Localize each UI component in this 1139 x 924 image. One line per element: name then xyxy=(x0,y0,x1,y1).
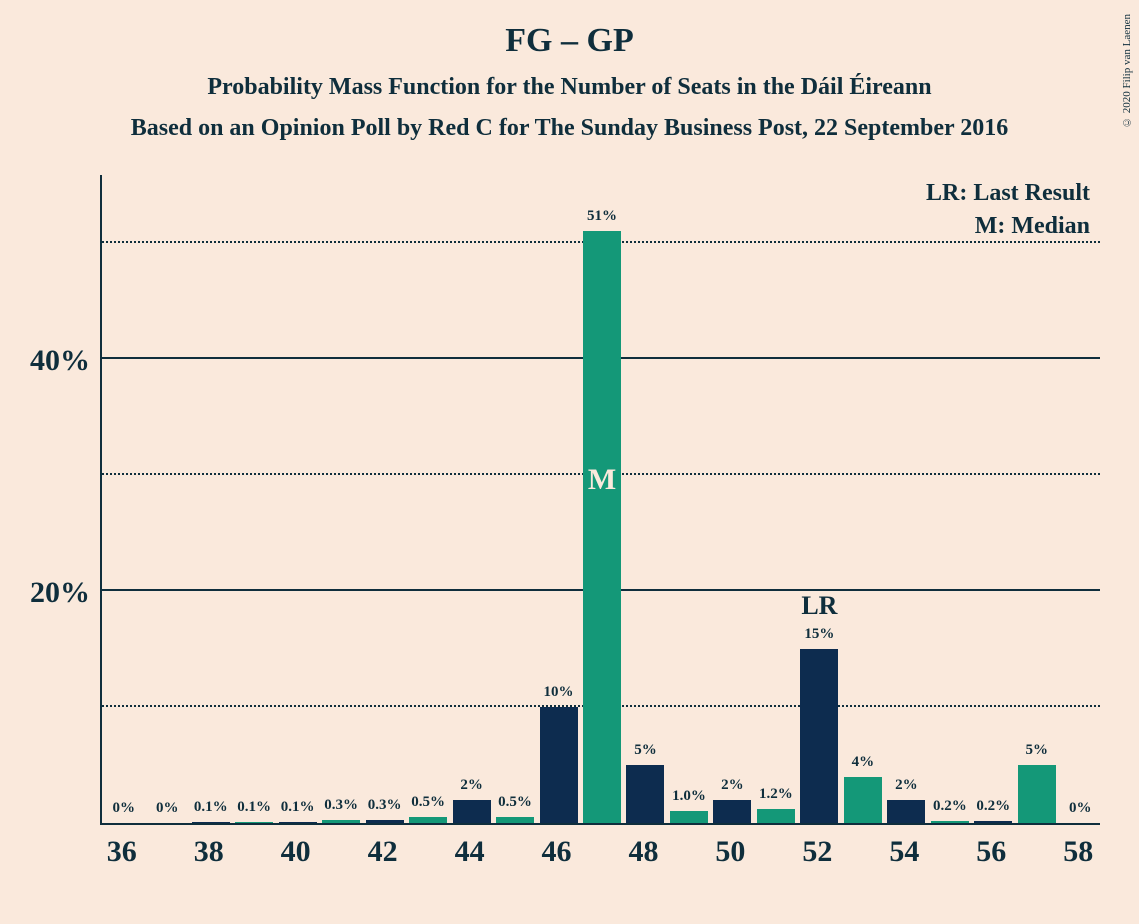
bar-value-label: 0.2% xyxy=(976,798,1010,815)
x-axis-label: 42 xyxy=(368,835,398,869)
bar xyxy=(757,809,795,823)
chart-subtitle-1: Probability Mass Function for the Number… xyxy=(0,60,1139,101)
x-axis-label: 38 xyxy=(194,835,224,869)
bar-value-label: 0.3% xyxy=(368,797,402,814)
bar-value-label: 1.0% xyxy=(672,788,706,805)
bar-value-label: 0.1% xyxy=(194,799,228,816)
bar xyxy=(713,800,751,823)
median-marker: M xyxy=(588,463,616,497)
bar-value-label: 51% xyxy=(587,208,617,225)
x-axis-label: 54 xyxy=(889,835,919,869)
plot-region: 0% 0% 0.1% 0.1% 0.1% 0.3% 0.3% 0.5% 2% 0.5% 10% 51%… xyxy=(100,175,1100,825)
copyright-text: © 2020 Filip van Laenen xyxy=(1121,14,1133,128)
bar xyxy=(409,817,447,823)
x-axis-label: 40 xyxy=(281,835,311,869)
chart-subtitle-2: Based on an Opinion Poll by Red C for Th… xyxy=(0,101,1139,142)
legend-median: M: Median xyxy=(975,213,1090,240)
bar-value-label: 0% xyxy=(112,800,135,817)
bar-value-label: 0.5% xyxy=(498,794,532,811)
bar xyxy=(800,649,838,823)
x-axis-label: 44 xyxy=(455,835,485,869)
bar xyxy=(844,777,882,823)
bar-value-label: 0% xyxy=(1069,800,1092,817)
x-axis-label: 58 xyxy=(1063,835,1093,869)
bar-value-label: 2% xyxy=(721,777,744,794)
bar xyxy=(670,811,708,823)
bar-value-label: 0.3% xyxy=(324,797,358,814)
bar xyxy=(279,822,317,823)
bar-value-label: 0.2% xyxy=(933,798,967,815)
last-result-marker: LR xyxy=(801,591,837,621)
bar xyxy=(583,231,621,823)
bar xyxy=(626,765,664,823)
x-axis-label: 56 xyxy=(976,835,1006,869)
bar xyxy=(974,821,1012,823)
bar-value-label: 4% xyxy=(852,754,875,771)
bar-value-label: 0% xyxy=(156,800,179,817)
bar xyxy=(366,820,404,823)
bar xyxy=(931,821,969,823)
bar xyxy=(540,707,578,823)
bar-value-label: 10% xyxy=(544,684,574,701)
chart-area: 0% 0% 0.1% 0.1% 0.1% 0.3% 0.3% 0.5% 2% 0.5% 10% 51%… xyxy=(100,175,1100,825)
bar-value-label: 0.1% xyxy=(281,799,315,816)
bar xyxy=(496,817,534,823)
x-axis-label: 50 xyxy=(715,835,745,869)
y-axis-label: 20% xyxy=(30,576,90,610)
x-axis-label: 52 xyxy=(802,835,832,869)
bar-value-label: 5% xyxy=(1026,742,1049,759)
bar-value-label: 15% xyxy=(804,626,834,643)
bar-value-label: 2% xyxy=(460,777,483,794)
bar-value-label: 0.5% xyxy=(411,794,445,811)
x-axis-label: 48 xyxy=(628,835,658,869)
bar xyxy=(453,800,491,823)
y-axis-label: 40% xyxy=(30,344,90,378)
bar xyxy=(887,800,925,823)
x-axis-label: 46 xyxy=(542,835,572,869)
chart-title: FG – GP xyxy=(0,0,1139,60)
bar-value-label: 5% xyxy=(634,742,657,759)
bar xyxy=(235,822,273,823)
bar-value-label: 1.2% xyxy=(759,786,793,803)
bar-value-label: 2% xyxy=(895,777,918,794)
bar xyxy=(192,822,230,823)
bar xyxy=(322,820,360,823)
x-axis-label: 36 xyxy=(107,835,137,869)
legend-last-result: LR: Last Result xyxy=(926,180,1090,207)
bar xyxy=(1018,765,1056,823)
bar-value-label: 0.1% xyxy=(237,799,271,816)
